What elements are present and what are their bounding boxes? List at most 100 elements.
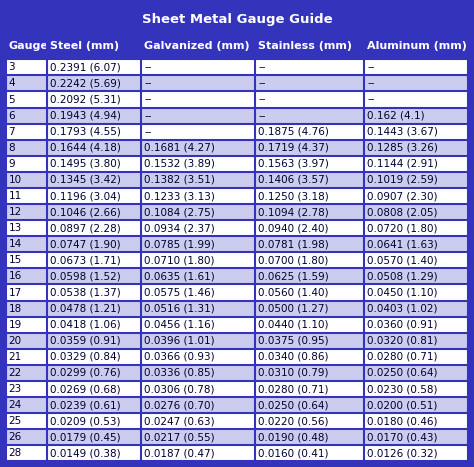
Bar <box>6 204 468 220</box>
Text: 20: 20 <box>9 336 22 346</box>
Text: 0.1563 (3.97): 0.1563 (3.97) <box>258 159 329 169</box>
Text: Gauge: Gauge <box>9 42 48 51</box>
Text: 11: 11 <box>9 191 22 201</box>
Text: 0.0329 (0.84): 0.0329 (0.84) <box>50 352 120 362</box>
Text: --: -- <box>144 63 152 72</box>
Text: 0.0149 (0.38): 0.0149 (0.38) <box>50 448 120 458</box>
Text: 0.0747 (1.90): 0.0747 (1.90) <box>50 239 120 249</box>
Text: 8: 8 <box>9 143 15 153</box>
Text: 16: 16 <box>9 271 22 282</box>
Text: 0.0180 (0.46): 0.0180 (0.46) <box>367 416 438 426</box>
Text: 0.1443 (3.67): 0.1443 (3.67) <box>367 127 438 137</box>
Text: 0.0220 (0.56): 0.0220 (0.56) <box>258 416 328 426</box>
Text: 0.0403 (1.02): 0.0403 (1.02) <box>367 304 438 314</box>
Text: 15: 15 <box>9 255 22 265</box>
Text: 3: 3 <box>9 63 15 72</box>
Bar <box>6 107 468 124</box>
Text: 26: 26 <box>9 432 22 442</box>
Text: 0.0359 (0.91): 0.0359 (0.91) <box>50 336 120 346</box>
Text: 0.1644 (4.18): 0.1644 (4.18) <box>50 143 120 153</box>
Text: --: -- <box>367 78 374 88</box>
Bar <box>6 34 468 59</box>
Text: 0.0217 (0.55): 0.0217 (0.55) <box>144 432 215 442</box>
Bar <box>6 317 468 333</box>
Text: 0.0239 (0.61): 0.0239 (0.61) <box>50 400 120 410</box>
Bar <box>6 124 468 140</box>
Text: 0.0516 (1.31): 0.0516 (1.31) <box>144 304 215 314</box>
Text: 0.0560 (1.40): 0.0560 (1.40) <box>258 288 328 297</box>
Text: 0.0280 (0.71): 0.0280 (0.71) <box>367 352 438 362</box>
Text: 0.1793 (4.55): 0.1793 (4.55) <box>50 127 120 137</box>
Text: Sheet Metal Gauge Guide: Sheet Metal Gauge Guide <box>142 13 332 26</box>
Text: 10: 10 <box>9 175 22 185</box>
Text: 0.0250 (0.64): 0.0250 (0.64) <box>367 368 438 378</box>
Bar <box>6 269 468 284</box>
Text: 4: 4 <box>9 78 15 88</box>
Text: 0.1285 (3.26): 0.1285 (3.26) <box>367 143 438 153</box>
Text: 0.1046 (2.66): 0.1046 (2.66) <box>50 207 120 217</box>
Text: 0.1382 (3.51): 0.1382 (3.51) <box>144 175 215 185</box>
Text: 0.0310 (0.79): 0.0310 (0.79) <box>258 368 328 378</box>
Text: 0.0170 (0.43): 0.0170 (0.43) <box>367 432 438 442</box>
Bar <box>6 188 468 204</box>
Text: 6: 6 <box>9 111 15 120</box>
Text: 0.0934 (2.37): 0.0934 (2.37) <box>144 223 215 233</box>
Text: 0.0209 (0.53): 0.0209 (0.53) <box>50 416 120 426</box>
Text: 13: 13 <box>9 223 22 233</box>
Text: 0.0250 (0.64): 0.0250 (0.64) <box>258 400 328 410</box>
Text: 0.0808 (2.05): 0.0808 (2.05) <box>367 207 438 217</box>
Text: 0.0187 (0.47): 0.0187 (0.47) <box>144 448 215 458</box>
Text: 12: 12 <box>9 207 22 217</box>
Text: 0.0418 (1.06): 0.0418 (1.06) <box>50 320 120 330</box>
Text: 0.0625 (1.59): 0.0625 (1.59) <box>258 271 329 282</box>
Text: Galvanized (mm): Galvanized (mm) <box>144 42 250 51</box>
Text: 25: 25 <box>9 416 22 426</box>
Text: 0.0280 (0.71): 0.0280 (0.71) <box>258 384 328 394</box>
Text: --: -- <box>144 127 152 137</box>
Text: --: -- <box>258 78 265 88</box>
Text: 0.0200 (0.51): 0.0200 (0.51) <box>367 400 438 410</box>
Text: 0.0299 (0.76): 0.0299 (0.76) <box>50 368 120 378</box>
Text: 0.0940 (2.40): 0.0940 (2.40) <box>258 223 328 233</box>
Text: 22: 22 <box>9 368 22 378</box>
Text: 0.1406 (3.57): 0.1406 (3.57) <box>258 175 329 185</box>
Text: 0.0575 (1.46): 0.0575 (1.46) <box>144 288 215 297</box>
Bar <box>6 365 468 381</box>
Text: --: -- <box>144 111 152 120</box>
Text: 0.1875 (4.76): 0.1875 (4.76) <box>258 127 329 137</box>
Text: Aluminum (mm): Aluminum (mm) <box>367 42 467 51</box>
Text: 0.2391 (6.07): 0.2391 (6.07) <box>50 63 120 72</box>
Text: 0.1019 (2.59): 0.1019 (2.59) <box>367 175 438 185</box>
Text: 0.0126 (0.32): 0.0126 (0.32) <box>367 448 438 458</box>
Text: 0.0276 (0.70): 0.0276 (0.70) <box>144 400 215 410</box>
Text: 17: 17 <box>9 288 22 297</box>
Bar <box>6 252 468 269</box>
Text: Steel (mm): Steel (mm) <box>50 42 119 51</box>
Text: 18: 18 <box>9 304 22 314</box>
Text: 14: 14 <box>9 239 22 249</box>
Text: 0.1681 (4.27): 0.1681 (4.27) <box>144 143 215 153</box>
Text: 0.0641 (1.63): 0.0641 (1.63) <box>367 239 438 249</box>
Bar <box>6 381 468 397</box>
Text: 0.1144 (2.91): 0.1144 (2.91) <box>367 159 438 169</box>
Bar <box>6 397 468 413</box>
Text: 0.0247 (0.63): 0.0247 (0.63) <box>144 416 215 426</box>
Text: 0.162 (4.1): 0.162 (4.1) <box>367 111 425 120</box>
Text: 19: 19 <box>9 320 22 330</box>
Text: 0.0440 (1.10): 0.0440 (1.10) <box>258 320 328 330</box>
Text: 0.0897 (2.28): 0.0897 (2.28) <box>50 223 120 233</box>
Text: 0.1196 (3.04): 0.1196 (3.04) <box>50 191 120 201</box>
Text: 0.0720 (1.80): 0.0720 (1.80) <box>367 223 438 233</box>
Bar <box>6 236 468 252</box>
Text: 0.1250 (3.18): 0.1250 (3.18) <box>258 191 329 201</box>
Text: 0.0781 (1.98): 0.0781 (1.98) <box>258 239 329 249</box>
Text: 0.0160 (0.41): 0.0160 (0.41) <box>258 448 328 458</box>
Text: 0.0190 (0.48): 0.0190 (0.48) <box>258 432 328 442</box>
Text: 0.2092 (5.31): 0.2092 (5.31) <box>50 94 120 105</box>
Text: 0.0179 (0.45): 0.0179 (0.45) <box>50 432 120 442</box>
Text: 0.1345 (3.42): 0.1345 (3.42) <box>50 175 120 185</box>
Text: 0.0396 (1.01): 0.0396 (1.01) <box>144 336 215 346</box>
Text: 9: 9 <box>9 159 15 169</box>
Text: 0.0478 (1.21): 0.0478 (1.21) <box>50 304 120 314</box>
Text: --: -- <box>367 63 374 72</box>
